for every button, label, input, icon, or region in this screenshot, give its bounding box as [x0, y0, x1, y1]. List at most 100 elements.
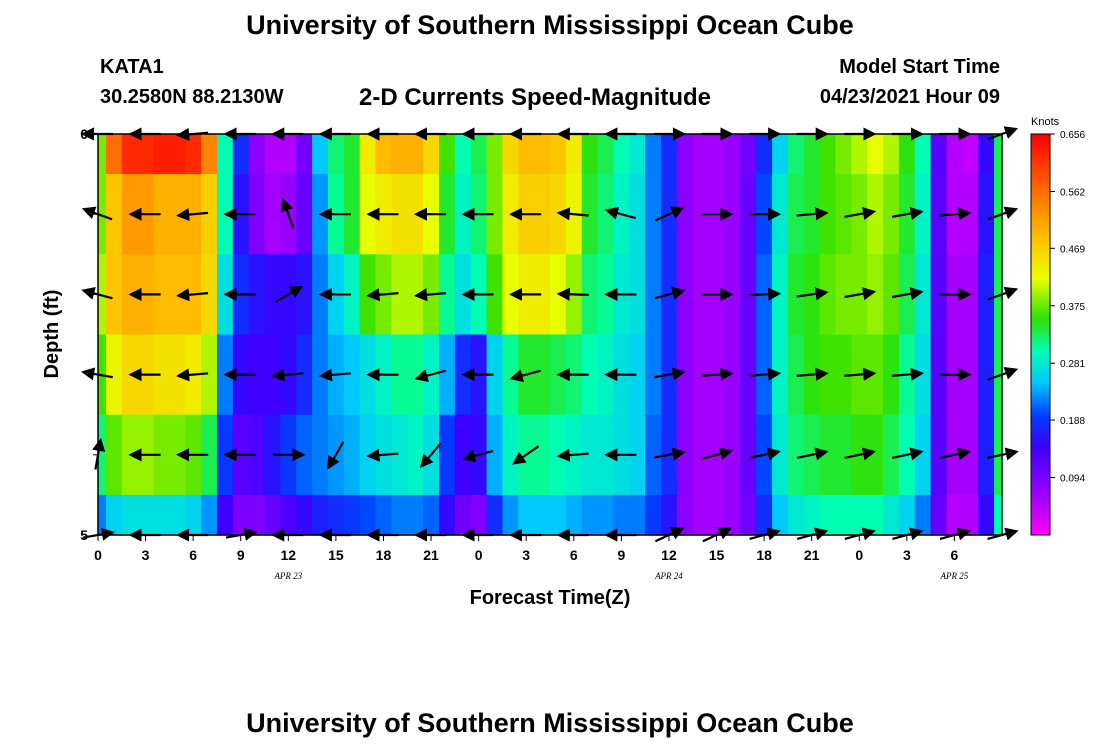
heatmap-cell [407, 414, 424, 496]
heatmap-cell [629, 494, 646, 536]
heatmap-cell [867, 414, 884, 496]
x-tick-label: 6 [951, 547, 959, 563]
heatmap-cell [835, 414, 852, 496]
heatmap-cell [787, 494, 805, 536]
heatmap-cell [851, 494, 868, 536]
heatmap-cell [581, 134, 599, 175]
heatmap-cell [581, 254, 599, 336]
heatmap-cell [105, 414, 123, 496]
heatmap-cell [201, 494, 218, 536]
heatmap-cell [534, 414, 551, 496]
x-tick-label: 0 [475, 547, 483, 563]
heatmap-cell [343, 494, 361, 536]
current-vector-arrow [654, 286, 686, 300]
heatmap-cell [772, 134, 789, 175]
x-tick-label: 18 [756, 547, 772, 563]
date-label: APR 23 [273, 571, 302, 581]
heatmap-cell [153, 254, 170, 336]
heatmap-cell [692, 414, 710, 496]
heatmap-cell [629, 174, 646, 255]
current-vector-arrow [366, 448, 399, 462]
heatmap-cell [105, 494, 123, 536]
heatmap-cell [978, 174, 995, 255]
heatmap-cell [962, 174, 979, 255]
heatmap-cell [724, 134, 741, 175]
heatmap-cell [772, 334, 789, 416]
heatmap-cell [787, 414, 805, 496]
colorbar-tick-label: 0.188 [1060, 416, 1085, 427]
heatmap-cell [502, 134, 519, 175]
heatmap-cell [962, 134, 979, 175]
current-vector-arrow [891, 367, 924, 381]
heatmap-cell [914, 174, 932, 255]
heatmap-cell [946, 494, 963, 536]
heatmap-cell [835, 174, 852, 255]
heatmap-cell [692, 254, 710, 336]
heatmap-cell [264, 494, 281, 536]
heatmap-cell [343, 254, 361, 336]
current-vector-arrow [414, 369, 446, 383]
heatmap-cell [438, 494, 456, 536]
colorbar-tick-label: 0.375 [1060, 302, 1085, 313]
x-tick-label: 12 [661, 547, 677, 563]
heatmap-cell [550, 494, 567, 536]
current-vector-arrow [556, 287, 589, 301]
heatmap-cell [787, 134, 805, 175]
heatmap-cell [914, 254, 932, 336]
heatmap-cell [121, 134, 139, 175]
date-label: APR 25 [940, 571, 969, 581]
heatmap-cell [502, 414, 519, 496]
heatmap-cell [153, 134, 170, 175]
heatmap-cell [105, 134, 123, 175]
heatmap-cell [819, 334, 837, 416]
current-vector-arrow [749, 287, 782, 301]
current-vector-arrow [749, 367, 782, 381]
heatmap-cell [629, 334, 646, 416]
heatmap-cell [946, 134, 963, 175]
heatmap-cell [597, 174, 615, 255]
heatmap-cell [280, 494, 297, 536]
y-axis-label: Depth (ft) [41, 290, 63, 379]
x-axis-label: Forecast Time(Z) [470, 587, 631, 609]
heatmap-cell [486, 134, 504, 175]
heatmap-cell [454, 494, 472, 536]
heatmap-cell [438, 134, 456, 175]
heatmap-cell [438, 334, 456, 416]
heatmap-cell [581, 414, 599, 496]
colorbar-tick-label: 0.094 [1060, 474, 1085, 485]
heatmap-cell [676, 494, 694, 536]
heatmap-cell [740, 174, 757, 255]
current-vector-arrow [891, 287, 924, 301]
heatmap-cell [708, 494, 726, 536]
heatmap-cell [486, 254, 504, 336]
x-tick-label: 3 [903, 547, 911, 563]
heatmap-cell [835, 334, 852, 416]
heatmap-cell [930, 494, 948, 536]
station-id: KATA1 [100, 56, 164, 78]
heatmap-cell [264, 134, 281, 175]
current-vector-arrow [796, 447, 829, 461]
colorbar-tick-label: 0.562 [1060, 187, 1085, 198]
heatmap-cell [98, 134, 107, 175]
heatmap-cell [883, 254, 900, 336]
heatmap-cell [534, 334, 551, 416]
heatmap-cell [201, 334, 218, 416]
plot-frame [97, 133, 1003, 536]
heatmap-cell [851, 134, 868, 175]
current-vector-arrow [796, 207, 829, 221]
heatmap-cell [565, 494, 583, 536]
heatmap-cell [296, 174, 313, 255]
heatmap-cell [264, 174, 281, 255]
heatmap-cell [930, 174, 948, 255]
heatmap-cell [438, 414, 456, 496]
x-tick-label: 9 [617, 547, 625, 563]
heatmap-cell [676, 254, 694, 336]
heatmap-cell [280, 134, 297, 175]
heatmap-cell [867, 334, 884, 416]
heatmap-cell [930, 134, 948, 175]
heatmap-cell [883, 334, 900, 416]
heatmap-cell [486, 334, 504, 416]
heatmap-cell [375, 494, 392, 536]
current-vector-arrow [796, 367, 829, 381]
